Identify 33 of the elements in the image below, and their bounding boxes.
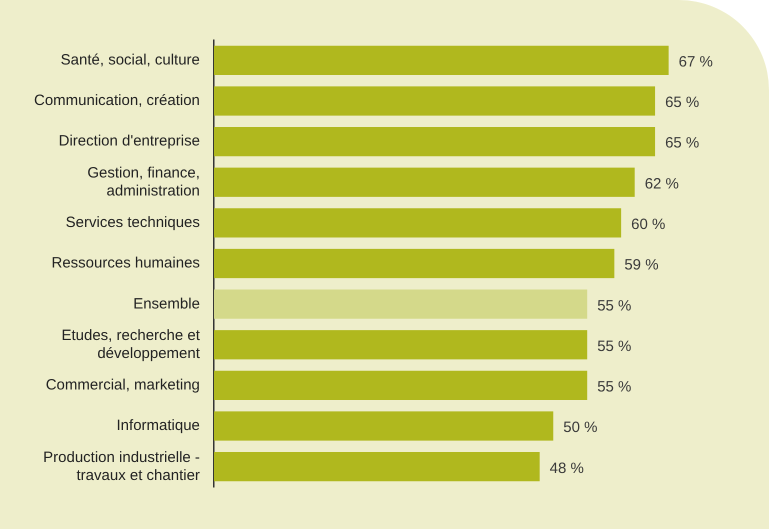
data-label: 65 % — [665, 134, 700, 152]
y-tick-label: Gestion, finance, administration — [87, 164, 200, 200]
data-label: 59 % — [624, 256, 659, 274]
y-tick-label: Commercial, marketing — [46, 376, 200, 394]
data-label: 55 % — [597, 378, 632, 396]
data-label: 50 % — [563, 419, 598, 436]
y-tick-label: Informatique — [116, 417, 200, 434]
data-label: 48 % — [550, 460, 584, 477]
y-tick-label: Direction d'entreprise — [58, 132, 200, 150]
bar — [214, 411, 554, 441]
bar — [214, 370, 588, 400]
bar — [214, 86, 656, 116]
bar — [214, 126, 656, 156]
bar — [214, 452, 540, 482]
bar — [214, 248, 614, 278]
data-label: 62 % — [644, 175, 679, 192]
y-tick-label: Etudes, recherche et développement — [61, 326, 201, 362]
bar — [214, 330, 588, 360]
y-tick-label: Communication, création — [34, 92, 200, 110]
bar — [214, 290, 588, 319]
data-label: 55 % — [597, 297, 632, 314]
data-label: 55 % — [597, 338, 632, 355]
bar — [214, 208, 622, 238]
y-tick-label: Services techniques — [66, 214, 200, 232]
y-tick-label: Production industrielle - travaux et chantier — [43, 448, 200, 484]
y-tick-label: Ensemble — [133, 295, 200, 312]
data-label: 67 % — [678, 53, 713, 70]
bar — [214, 168, 635, 197]
y-tick-label: Santé, social, culture — [60, 51, 200, 68]
data-label: 65 % — [665, 94, 700, 112]
bar — [214, 46, 669, 75]
y-tick-label: Ressources humaines — [52, 254, 200, 272]
data-label: 60 % — [631, 216, 666, 234]
